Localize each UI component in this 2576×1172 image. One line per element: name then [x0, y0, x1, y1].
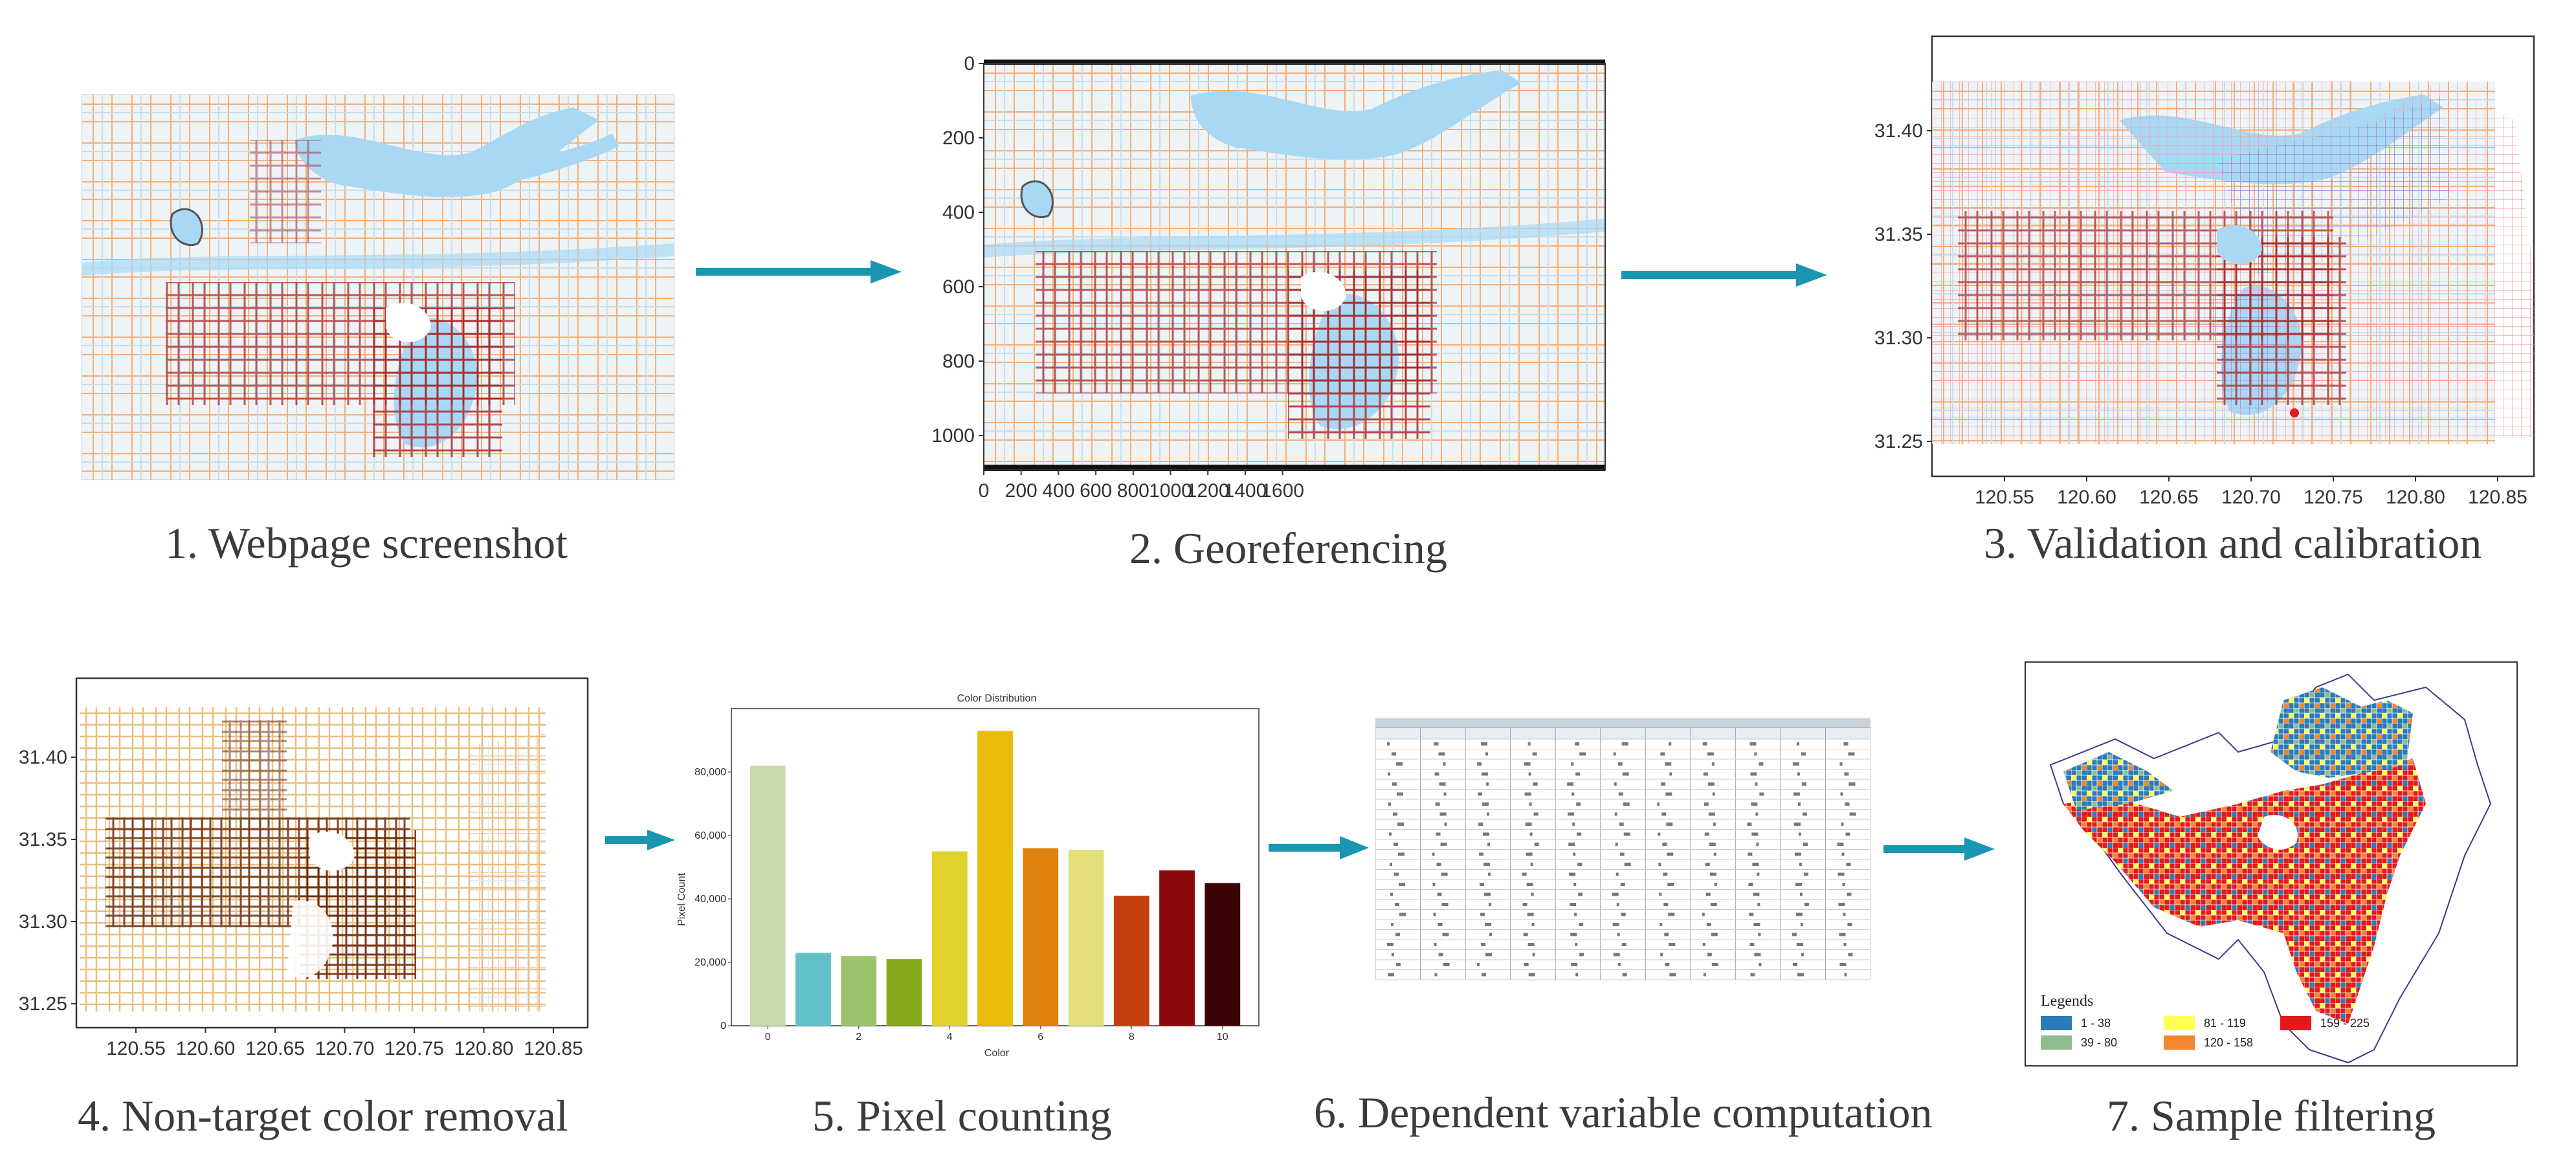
y-tick-label: 60,000 [694, 830, 726, 841]
y-tick-label: 31.30 [1874, 327, 1923, 349]
x-tick-label: 120.70 [315, 1038, 375, 1059]
legend-label: 159 - 225 [2320, 1017, 2370, 1030]
bar-color-5 [977, 731, 1013, 1026]
x-tick-label: 1200 [1186, 480, 1230, 502]
flow-arrow-1 [696, 260, 902, 283]
legend-label: 81 - 119 [2204, 1017, 2246, 1030]
x-tick-label: 800 [1117, 480, 1149, 502]
legend-swatch [2280, 1016, 2311, 1030]
step-2-caption: 2. Georeferencing [1129, 524, 1447, 573]
step-3-caption: 3. Validation and calibration [1984, 518, 2482, 568]
x-tick-label: 600 [1080, 480, 1112, 502]
flow-arrow-3 [605, 830, 675, 850]
chart-ylabel: Pixel Count [676, 873, 687, 926]
flow-arrow-2 [1621, 263, 1827, 287]
flow-arrow-4 [1269, 836, 1369, 859]
x-tick-label: 400 [1042, 480, 1074, 502]
legend-swatch [2041, 1016, 2072, 1030]
chart-xlabel: Color [984, 1048, 1010, 1059]
legend-swatch [2041, 1035, 2072, 1050]
legend-swatch [2164, 1016, 2195, 1030]
webpage-screenshot-map [82, 94, 674, 480]
legend-label: 120 - 158 [2204, 1036, 2253, 1049]
x-tick-label: 120.65 [2139, 487, 2199, 508]
flow-arrow-5 [1883, 837, 1995, 861]
y-tick-label: 20,000 [694, 957, 726, 968]
y-tick-label: 31.40 [1874, 120, 1923, 142]
y-tick-label: 0 [964, 53, 975, 74]
y-tick-label: 200 [942, 127, 975, 149]
y-tick-label: 0 [720, 1021, 726, 1032]
bar-color-1 [795, 953, 831, 1026]
step-7-caption: 7. Sample filtering [2107, 1091, 2436, 1140]
dependent-variable-table [1375, 718, 1871, 980]
x-tick-label: 120.85 [2468, 487, 2527, 508]
x-tick-label: 200 [1005, 480, 1038, 502]
y-tick-label: 400 [942, 202, 975, 223]
bar-color-0 [749, 766, 786, 1026]
x-tick-label: 120.60 [176, 1038, 236, 1059]
x-tick-label: 6 [1038, 1032, 1043, 1043]
x-tick-label: 120.55 [1975, 487, 2034, 508]
color-removal-plot: 31.40 31.35 31.30 31.25 120.55 120.60 120.65 1… [19, 677, 589, 1059]
step-4-caption: 4. Non-target color removal [78, 1091, 568, 1140]
y-tick-label: 80,000 [694, 767, 726, 778]
legend-title: Legends [2041, 993, 2093, 1010]
x-tick-label: 120.60 [2057, 487, 2116, 508]
legend-label: 1 - 38 [2081, 1017, 2111, 1030]
x-tick-label: 0 [765, 1032, 771, 1043]
bar-color-8 [1113, 896, 1149, 1026]
step-5-caption: 5. Pixel counting [812, 1091, 1112, 1140]
legend: Legends 1 - 38 81 - 119 159 - 225 39 - 80 12… [2041, 993, 2370, 1050]
y-tick-label: 600 [942, 276, 975, 298]
bar-color-6 [1023, 848, 1059, 1026]
step-1-caption: 1. Webpage screenshot [165, 518, 568, 568]
y-tick-label: 31.25 [19, 993, 67, 1015]
x-tick-label: 120.70 [2221, 487, 2281, 508]
x-tick-label: 1400 [1224, 480, 1267, 502]
y-tick-label: 1000 [931, 425, 975, 447]
x-tick-label: 8 [1129, 1032, 1135, 1043]
x-tick-label: 120.65 [245, 1038, 305, 1059]
step-6-caption: 6. Dependent variable computation [1314, 1088, 1933, 1137]
y-tick-label: 800 [942, 351, 975, 372]
x-tick-label: 120.80 [454, 1038, 514, 1059]
x-tick-label: 2 [856, 1032, 861, 1043]
x-tick-label: 10 [1217, 1032, 1228, 1043]
x-tick-label: 120.75 [384, 1038, 444, 1059]
legend-swatch [2164, 1035, 2195, 1050]
x-tick-label: 1600 [1261, 480, 1304, 502]
bar-color-7 [1068, 850, 1104, 1026]
x-tick-label: 1000 [1149, 480, 1192, 502]
y-tick-label: 40,000 [694, 894, 726, 905]
x-tick-label: 120.55 [106, 1038, 166, 1059]
y-tick-label: 31.35 [1874, 224, 1923, 245]
validation-calibration-plot: 31.40 31.35 31.30 31.25 120.55 120.60 120.65 1… [1874, 35, 2535, 508]
bar-color-10 [1205, 883, 1241, 1026]
bar-color-4 [931, 851, 968, 1026]
pixel-count-bar-chart: Color Distribution Pixel Count Color 0 2 4… [676, 693, 1260, 1059]
x-tick-label: 0 [979, 480, 990, 502]
legend-label: 39 - 80 [2081, 1036, 2117, 1049]
bar-color-9 [1159, 870, 1195, 1026]
chart-title: Color Distribution [957, 693, 1037, 704]
bar-color-3 [886, 959, 922, 1026]
y-tick-label: 31.40 [19, 747, 67, 768]
x-tick-label: 120.85 [524, 1038, 583, 1059]
x-tick-label: 120.80 [2386, 487, 2445, 508]
x-tick-label: 4 [947, 1032, 953, 1043]
bar-color-2 [841, 956, 877, 1026]
x-tick-label: 120.75 [2304, 487, 2363, 508]
y-tick-label: 31.25 [1874, 431, 1923, 452]
y-tick-label: 31.35 [19, 829, 67, 850]
y-tick-label: 31.30 [19, 911, 67, 933]
sample-filtering-map: Legends 1 - 38 81 - 119 159 - 225 39 - 80 12… [2025, 661, 2518, 1067]
